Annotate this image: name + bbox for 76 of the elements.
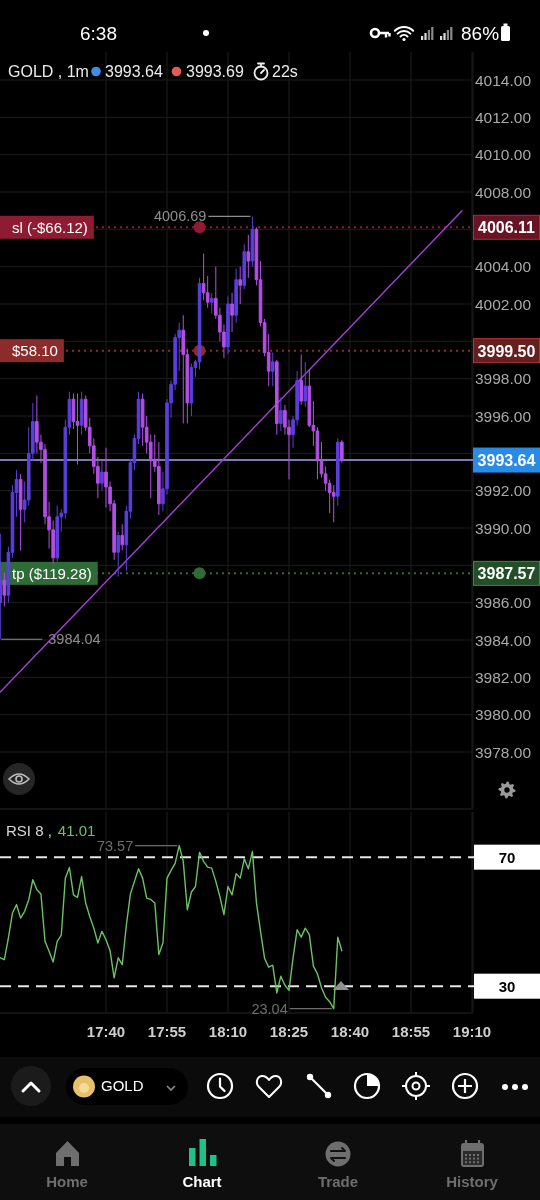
- text: Trade: [317, 1173, 359, 1190]
- candlestick: [100, 460, 104, 492]
- candlestick: [18, 473, 23, 551]
- text: Chart: [182, 1173, 222, 1190]
- candlestick: [55, 505, 60, 563]
- x-tick-label: 18:10: [208, 1023, 248, 1040]
- candlestick: [336, 437, 340, 507]
- y-tick-label: 4002.00: [474, 295, 532, 313]
- y-tick-label: 3980.00: [474, 706, 532, 724]
- text: History: [446, 1173, 499, 1190]
- candlestick: [340, 439, 344, 464]
- candlestick: [104, 447, 108, 508]
- y-tick-label: 3986.00: [474, 594, 532, 612]
- candlestick: [275, 359, 279, 436]
- y-tick-label: 3992.00: [474, 482, 532, 500]
- text: GOLD: [101, 1077, 144, 1094]
- x-tick-label: 19:10: [452, 1023, 492, 1040]
- annotation: tp ($119.28): [12, 564, 92, 582]
- candlestick: [270, 352, 275, 387]
- candlestick: [75, 393, 80, 466]
- candlestick: [189, 363, 194, 417]
- annotation: $58.10: [12, 342, 58, 360]
- x-tick-label: 18:25: [269, 1023, 309, 1040]
- y-tick-label: 3982.00: [474, 668, 532, 686]
- y-tick-label: 4012.00: [474, 108, 532, 126]
- candlestick: [181, 314, 186, 424]
- ref-line-label: 3993.64: [477, 452, 536, 470]
- point: [193, 567, 206, 580]
- x-tick-label: 18:40: [330, 1023, 370, 1040]
- ref-line-label: 3987.57: [477, 565, 536, 583]
- candlestick: [120, 523, 125, 551]
- annotation: 22s: [272, 63, 298, 80]
- y-tick-label: 3984.00: [474, 631, 532, 649]
- text: 86%: [461, 23, 500, 44]
- candlestick: [230, 292, 234, 333]
- candlestick: [303, 361, 308, 408]
- candlestick: [279, 396, 283, 432]
- x-tick-label: 18:55: [391, 1023, 431, 1040]
- candlestick: [209, 292, 214, 314]
- candlestick: [250, 215, 255, 268]
- annotation: 73.57: [96, 837, 134, 854]
- text: Home: [46, 1173, 88, 1190]
- candlestick: [0, 533, 3, 640]
- x-tick-label: 17:40: [86, 1023, 126, 1040]
- y-tick-label: 4004.00: [474, 258, 532, 276]
- ref-line-label: 4006.11: [478, 219, 536, 237]
- y-tick-label: 3996.00: [474, 407, 532, 425]
- candlestick: [226, 296, 230, 355]
- text: GOLD , 1m: [8, 63, 89, 80]
- annotation: sl (-$66.12): [12, 218, 88, 236]
- candlestick: [238, 266, 243, 305]
- annotation: 3984.04: [48, 631, 101, 648]
- candlestick: [234, 268, 238, 324]
- y-tick-label: 3998.00: [474, 370, 532, 388]
- x-tick-label: 17:55: [147, 1023, 187, 1040]
- candlestick: [116, 531, 121, 578]
- candlestick: [246, 234, 251, 279]
- y-tick-label: 3978.00: [474, 743, 532, 761]
- candlestick: [242, 243, 247, 290]
- annotation: 4006.69: [153, 208, 207, 225]
- y-tick-label: 3990.00: [474, 519, 532, 537]
- y-tick-label: 4008.00: [474, 183, 532, 201]
- candlestick: [79, 391, 84, 436]
- y-tick-label: 4014.00: [474, 71, 532, 89]
- candlestick: [2, 572, 7, 607]
- point: [193, 221, 206, 234]
- annotation: 3993.69: [186, 63, 244, 80]
- candlestick: [299, 353, 304, 406]
- y-tick-label: 30: [498, 977, 516, 995]
- annotation: 3993.64: [105, 63, 163, 80]
- text: 41.01: [57, 822, 96, 839]
- y-tick-label: 4010.00: [474, 146, 532, 164]
- y-tick-label: 70: [498, 848, 516, 866]
- annotation: 23.04: [251, 1000, 288, 1017]
- text: RSI 8 ,: [6, 822, 52, 839]
- text: 6:38: [80, 23, 117, 44]
